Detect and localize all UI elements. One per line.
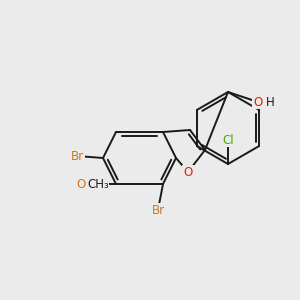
Text: Br: Br (152, 203, 165, 217)
Text: O: O (183, 166, 193, 178)
Text: H: H (266, 95, 275, 109)
Text: Br: Br (70, 149, 84, 163)
Text: O: O (77, 178, 86, 190)
Text: O: O (254, 95, 262, 109)
Text: Cl: Cl (222, 134, 234, 146)
Text: CH₃: CH₃ (87, 178, 109, 190)
